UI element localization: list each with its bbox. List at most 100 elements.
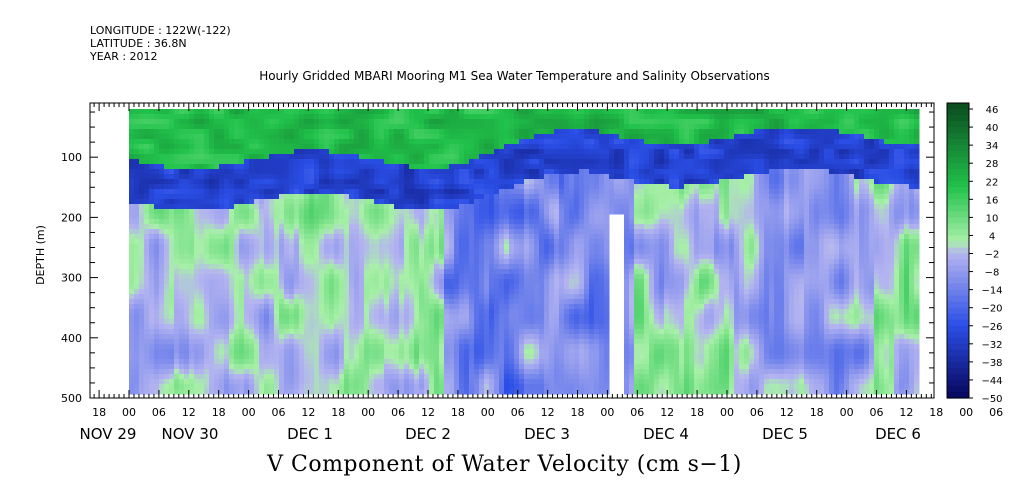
heatmap-cell [329, 189, 335, 195]
heatmap-cell [454, 329, 460, 335]
heatmap-cell [224, 334, 230, 340]
heatmap-cell [209, 169, 215, 175]
heatmap-cell [489, 379, 495, 385]
heatmap-cell [414, 239, 420, 245]
heatmap-cell [559, 259, 565, 265]
heatmap-cell [289, 279, 295, 285]
heatmap-cell [259, 359, 265, 365]
heatmap-cell [469, 304, 475, 310]
heatmap-cell [424, 274, 430, 280]
heatmap-cell [324, 199, 330, 205]
heatmap-cell [184, 279, 190, 285]
heatmap-cell [274, 254, 280, 260]
heatmap-cell [394, 149, 400, 155]
heatmap-cell [554, 204, 560, 210]
heatmap-cell [179, 209, 185, 215]
heatmap-cell [129, 164, 135, 170]
heatmap-cell [359, 264, 365, 270]
heatmap-cell [274, 364, 280, 370]
heatmap-cell [419, 204, 425, 210]
heatmap-cell [349, 299, 355, 305]
heatmap-cell [369, 369, 375, 375]
heatmap-cell [279, 159, 285, 165]
heatmap-cell [534, 279, 540, 285]
heatmap-cell [554, 379, 560, 385]
heatmap-cell [184, 174, 190, 180]
heatmap-cell [539, 134, 545, 140]
heatmap-cell [219, 374, 225, 380]
heatmap-cell [204, 274, 210, 280]
heatmap-cell [134, 379, 140, 385]
heatmap-cell [554, 334, 560, 340]
heatmap-cell [454, 309, 460, 315]
heatmap-cell [549, 134, 555, 140]
heatmap-cell [319, 174, 325, 180]
heatmap-cell [334, 229, 340, 235]
heatmap-cell [289, 374, 295, 380]
heatmap-cell [249, 119, 255, 125]
heatmap-cell [444, 194, 450, 200]
heatmap-cell [244, 379, 250, 385]
heatmap-cell [149, 249, 155, 255]
heatmap-cell [224, 324, 230, 330]
heatmap-cell [389, 329, 395, 335]
heatmap-cell [344, 324, 350, 330]
heatmap-cell [274, 304, 280, 310]
heatmap-cell [449, 274, 455, 280]
heatmap-cell [534, 384, 540, 390]
heatmap-cell [479, 389, 485, 395]
heatmap-cell [169, 294, 175, 300]
heatmap-cell [514, 359, 520, 365]
heatmap-cell [359, 114, 365, 120]
heatmap-cell [459, 199, 465, 205]
heatmap-cell [344, 184, 350, 190]
heatmap-cell [294, 279, 300, 285]
heatmap-cell [184, 204, 190, 210]
heatmap-cell [159, 219, 165, 225]
heatmap-cell [489, 314, 495, 320]
heatmap-cell [289, 319, 295, 325]
heatmap-cell [289, 174, 295, 180]
heatmap-cell [404, 254, 410, 260]
heatmap-cell [544, 209, 550, 215]
heatmap-cell [289, 239, 295, 245]
heatmap-cell [269, 234, 275, 240]
heatmap-cell [259, 304, 265, 310]
heatmap-cell [359, 384, 365, 390]
heatmap-cell [179, 174, 185, 180]
heatmap-cell [374, 154, 380, 160]
heatmap-cell [199, 204, 205, 210]
heatmap-cell [199, 159, 205, 165]
heatmap-cell [324, 289, 330, 295]
heatmap-cell [424, 389, 430, 395]
heatmap-cell [334, 389, 340, 395]
heatmap-cell [174, 329, 180, 335]
heatmap-cell [489, 364, 495, 370]
heatmap-cell [549, 284, 555, 290]
heatmap-cell [269, 259, 275, 265]
heatmap-cell [144, 339, 150, 345]
heatmap-cell [519, 119, 525, 125]
heatmap-cell [364, 299, 370, 305]
heatmap-cell [439, 114, 445, 120]
heatmap-cell [169, 129, 175, 135]
heatmap-cell [554, 174, 560, 180]
heatmap-cell [524, 294, 530, 300]
heatmap-cell [254, 324, 260, 330]
heatmap-cell [404, 284, 410, 290]
heatmap-cell [454, 379, 460, 385]
heatmap-cell [154, 129, 160, 135]
heatmap-cell [214, 154, 220, 160]
heatmap-cell [134, 149, 140, 155]
heatmap-cell [434, 119, 440, 125]
heatmap-cell [369, 114, 375, 120]
heatmap-cell [399, 329, 405, 335]
heatmap-cell [244, 129, 250, 135]
heatmap-cell [359, 349, 365, 355]
heatmap-cell [514, 209, 520, 215]
heatmap-cell [239, 344, 245, 350]
heatmap-cell [499, 324, 505, 330]
heatmap-cell [464, 359, 470, 365]
heatmap-cell [319, 114, 325, 120]
heatmap-cell [169, 144, 175, 150]
